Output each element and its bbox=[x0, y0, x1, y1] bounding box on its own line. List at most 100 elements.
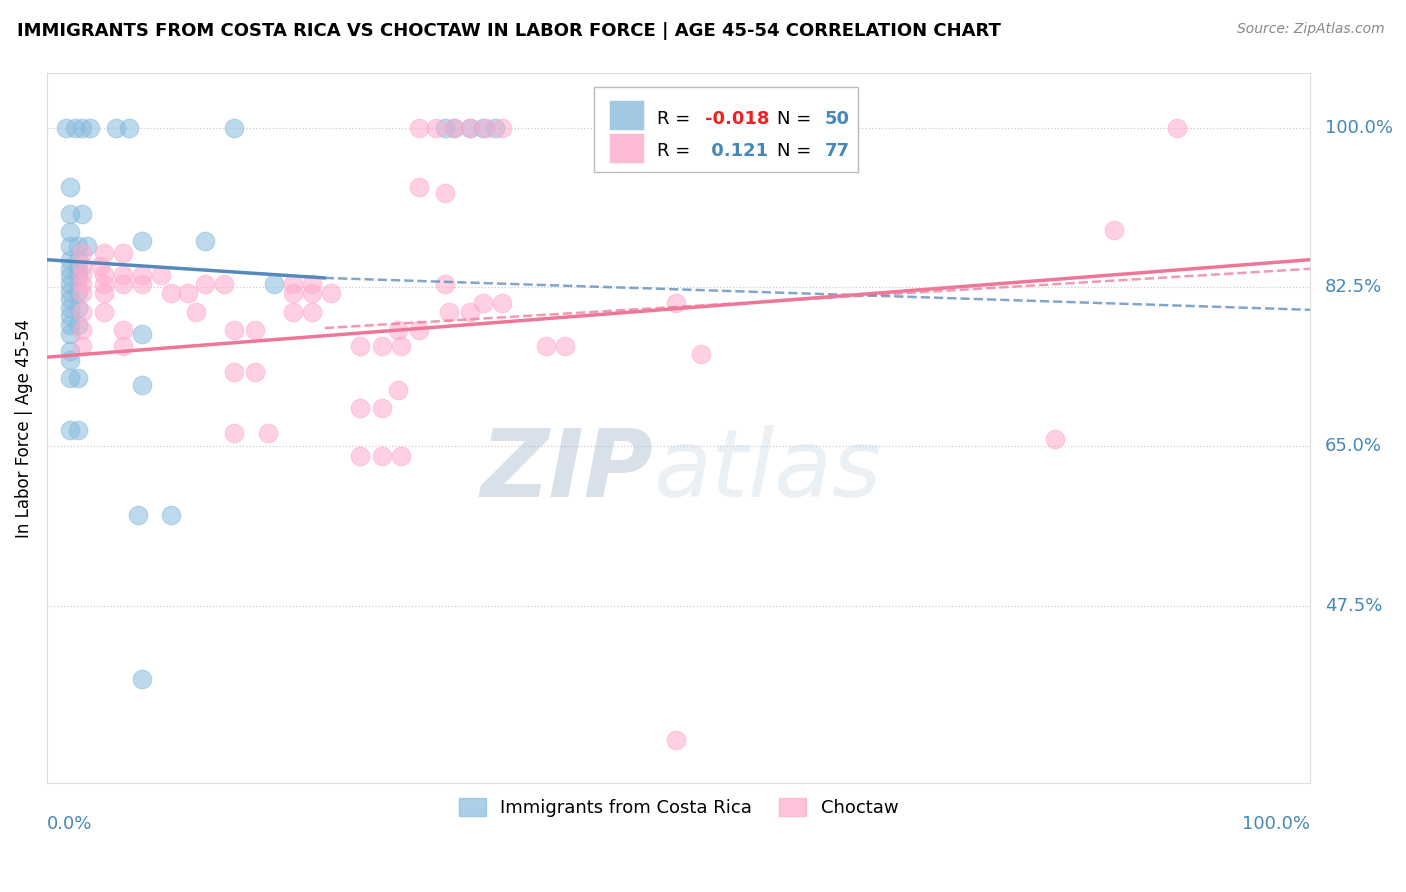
Point bbox=[72, 246, 94, 260]
FancyBboxPatch shape bbox=[593, 87, 858, 172]
Point bbox=[59, 252, 82, 267]
Text: 65.0%: 65.0% bbox=[1324, 437, 1382, 456]
Point bbox=[668, 120, 690, 135]
Point bbox=[665, 732, 688, 747]
Point bbox=[67, 261, 90, 276]
Point bbox=[301, 304, 323, 318]
Point bbox=[484, 120, 506, 135]
Point bbox=[72, 304, 94, 318]
Point bbox=[131, 377, 153, 392]
Point bbox=[425, 120, 447, 135]
Point bbox=[370, 449, 392, 463]
Text: Source: ZipAtlas.com: Source: ZipAtlas.com bbox=[1237, 22, 1385, 37]
Point bbox=[59, 207, 82, 221]
Point bbox=[79, 120, 101, 135]
Point bbox=[1043, 432, 1066, 446]
Point bbox=[93, 286, 115, 301]
Point bbox=[67, 371, 90, 385]
Point bbox=[458, 120, 481, 135]
Text: 100.0%: 100.0% bbox=[1241, 815, 1310, 833]
Point bbox=[59, 309, 82, 323]
Point bbox=[59, 292, 82, 306]
Point bbox=[131, 235, 153, 249]
Point bbox=[59, 318, 82, 333]
Point bbox=[491, 295, 513, 310]
Point bbox=[72, 339, 94, 353]
Point bbox=[149, 268, 172, 283]
Text: 0.0%: 0.0% bbox=[46, 815, 93, 833]
Text: atlas: atlas bbox=[654, 425, 882, 516]
Text: -0.018: -0.018 bbox=[704, 110, 769, 128]
Point bbox=[443, 120, 465, 135]
Point bbox=[67, 285, 90, 299]
Text: 100.0%: 100.0% bbox=[1324, 119, 1393, 136]
Point bbox=[131, 277, 153, 292]
Text: R =: R = bbox=[657, 142, 696, 160]
Point bbox=[194, 235, 217, 249]
Point bbox=[433, 186, 456, 201]
Point bbox=[245, 365, 267, 379]
Point bbox=[72, 259, 94, 273]
Y-axis label: In Labor Force | Age 45-54: In Labor Force | Age 45-54 bbox=[15, 318, 32, 538]
Point bbox=[59, 239, 82, 253]
Point bbox=[63, 120, 86, 135]
Point bbox=[59, 285, 82, 299]
Text: N =: N = bbox=[778, 110, 817, 128]
Point bbox=[59, 269, 82, 284]
Point bbox=[408, 323, 430, 337]
Point bbox=[370, 339, 392, 353]
FancyBboxPatch shape bbox=[609, 134, 644, 163]
Point bbox=[59, 327, 82, 342]
Point bbox=[184, 304, 207, 318]
Text: 77: 77 bbox=[825, 142, 849, 160]
Text: 0.121: 0.121 bbox=[704, 142, 768, 160]
Point bbox=[283, 304, 305, 318]
Point bbox=[67, 269, 90, 284]
Point bbox=[349, 449, 371, 463]
Point bbox=[59, 301, 82, 315]
Point bbox=[59, 423, 82, 437]
Legend: Immigrants from Costa Rica, Choctaw: Immigrants from Costa Rica, Choctaw bbox=[451, 790, 905, 824]
Point bbox=[283, 277, 305, 292]
Point bbox=[458, 120, 481, 135]
Point bbox=[222, 425, 245, 440]
Point bbox=[59, 371, 82, 385]
Point bbox=[408, 179, 430, 194]
FancyBboxPatch shape bbox=[609, 100, 644, 130]
Text: R =: R = bbox=[657, 110, 696, 128]
Point bbox=[408, 120, 430, 135]
Point bbox=[471, 120, 494, 135]
Point bbox=[212, 277, 235, 292]
Point bbox=[222, 323, 245, 337]
Point bbox=[159, 286, 181, 301]
Point bbox=[59, 343, 82, 358]
Point bbox=[93, 268, 115, 283]
Text: 47.5%: 47.5% bbox=[1324, 597, 1382, 615]
Point bbox=[131, 327, 153, 342]
Point bbox=[263, 277, 285, 292]
Point bbox=[222, 120, 245, 135]
Point bbox=[245, 323, 267, 337]
Point bbox=[93, 304, 115, 318]
Point bbox=[177, 286, 200, 301]
Point bbox=[554, 339, 576, 353]
Point bbox=[127, 508, 149, 522]
Point bbox=[389, 339, 412, 353]
Point bbox=[437, 304, 460, 318]
Point bbox=[433, 277, 456, 292]
Text: IMMIGRANTS FROM COSTA RICA VS CHOCTAW IN LABOR FORCE | AGE 45-54 CORRELATION CHA: IMMIGRANTS FROM COSTA RICA VS CHOCTAW IN… bbox=[17, 22, 1001, 40]
Point bbox=[387, 383, 409, 397]
Point bbox=[76, 239, 98, 253]
Point bbox=[55, 120, 77, 135]
Point bbox=[67, 252, 90, 267]
Point bbox=[491, 120, 513, 135]
Point bbox=[111, 268, 134, 283]
Point bbox=[111, 323, 134, 337]
Point bbox=[665, 295, 688, 310]
Point bbox=[111, 277, 134, 292]
Text: ZIP: ZIP bbox=[481, 425, 654, 516]
Text: 50: 50 bbox=[825, 110, 849, 128]
Point bbox=[257, 425, 280, 440]
Point bbox=[389, 449, 412, 463]
Point bbox=[72, 323, 94, 337]
